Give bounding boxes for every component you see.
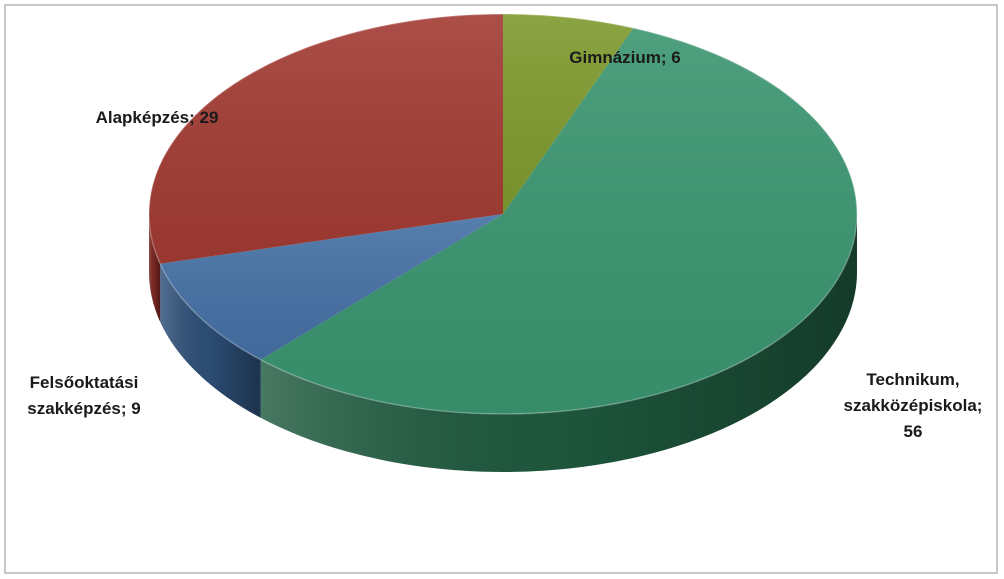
data-label-technikum-szakkozepiskola: Technikum, szakközépiskola; 56 [844, 370, 983, 441]
pie-slice-shade-gimnazium [503, 14, 634, 214]
pie-sides [149, 214, 858, 472]
pie-slice-shade-alapkepzes [149, 14, 504, 264]
pie-slice-side-shade-technikum-szakkozepiskola [260, 214, 858, 472]
pie-labels: Gimnázium; 6 Technikum, szakközépiskola; 56… [27, 48, 982, 441]
pie-slice-shade-felsooktatasi-szakkepzes [160, 214, 503, 360]
data-label-gimnazium: Gimnázium; 6 [569, 48, 680, 67]
pie-rim [148, 13, 858, 415]
pie-slice-side-shade-alapkepzes [149, 214, 161, 322]
pie-tops [148, 13, 858, 415]
data-label-alapkepzes: Alapképzés; 29 [96, 108, 219, 127]
pie-slice-shade-technikum-szakkozepiskola [260, 28, 857, 414]
pie-slice-side-shade-felsooktatasi-szakkepzes [160, 263, 261, 418]
data-label-felsooktatasi-szakkepzes: Felsőoktatási szakképzés; 9 [27, 373, 140, 418]
